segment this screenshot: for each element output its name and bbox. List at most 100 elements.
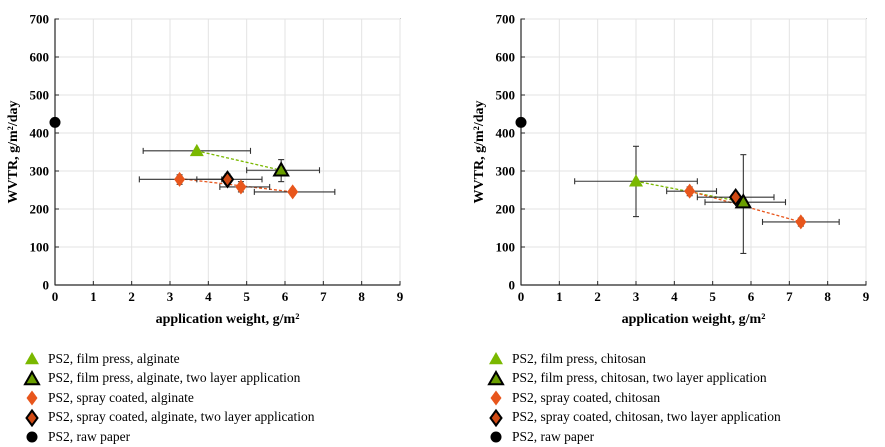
x-tick-label: 3 [167,289,174,304]
x-tick-label: 8 [824,289,831,304]
x-tick-label: 0 [518,289,525,304]
x-tick-label: 7 [786,289,793,304]
x-tick-label: 2 [128,289,135,304]
y-tick-label: 100 [496,240,516,255]
legend-label: PS2, film press, chitosan [512,350,646,366]
data-point [272,161,290,177]
x-tick-label: 4 [205,289,212,304]
legend-marker-icon [25,408,39,427]
legend-label: PS2, film press, alginate, two layer app… [48,370,301,386]
legend-item: PS2, raw paper [22,427,315,447]
legend-label: PS2, raw paper [512,428,595,444]
y-axis-label: WVTR, g/m²/day [472,101,487,204]
plot-area [520,18,867,286]
data-point [174,171,186,187]
legend-marker [487,369,505,385]
legend-item: PS2, raw paper [486,427,781,447]
legend-marker [26,431,38,443]
legend-item: PS2, spray coated, chitosan [486,388,781,408]
trendline [635,180,744,203]
x-tick-label: 0 [52,289,59,304]
legend-marker [489,352,503,365]
legend-marker [489,408,503,427]
y-tick-label: 500 [496,88,516,103]
legend-marker [490,390,502,406]
legend-right: PS2, film press, chitosan PS2, film press… [486,349,781,447]
y-tick-label: 300 [30,164,50,179]
x-tick-label: 2 [594,289,601,304]
y-tick-label: 100 [30,240,50,255]
y-tick-label: 700 [30,12,50,27]
legend-label: PS2, film press, chitosan, two layer app… [512,370,767,386]
y-tick-label: 0 [43,278,50,293]
legend-item: PS2, spray coated, alginate, two layer a… [22,408,315,428]
x-tick-label: 5 [243,289,250,304]
y-tick-label: 700 [496,12,516,27]
y-tick-label: 200 [30,202,50,217]
x-tick-label: 5 [709,289,716,304]
data-point [728,188,743,207]
legend-item: PS2, film press, alginate, two layer app… [22,369,315,389]
data-point [220,170,235,189]
legend-marker [26,390,38,406]
y-tick-label: 300 [496,164,516,179]
data-point [684,183,696,199]
data-point [734,193,753,209]
x-tick-label: 1 [90,289,97,304]
legend-marker-icon [490,431,502,443]
legend-marker-icon [489,352,503,365]
legend-marker-icon [25,352,39,365]
x-tick-label: 7 [320,289,327,304]
data-point [235,179,247,195]
y-tick-label: 500 [30,88,50,103]
y-tick-label: 600 [496,50,516,65]
legend-marker-icon [489,408,503,427]
chart-left: 0 1 2 3 4 5 6 7 8 9 0 100 200 300 400 500 600 700 applicat… [6,12,404,328]
x-tick-label: 9 [397,289,404,304]
y-tick-label: 400 [30,126,50,141]
x-tick-label: 6 [282,289,289,304]
legend-marker-icon [23,369,41,385]
y-tick-label: 0 [509,278,516,293]
legend-marker [25,352,39,365]
chart-right: 0 1 2 3 4 5 6 7 8 9 0 100 200 300 400 500 600 700 applicat… [472,12,870,328]
legend-item: PS2, spray coated, alginate [22,388,315,408]
trendline [196,150,282,171]
legend-marker-icon [487,369,505,385]
x-tick-label: 9 [863,289,870,304]
legend-marker-icon [26,431,38,443]
data-point [795,214,807,230]
x-tick-label: 3 [633,289,640,304]
x-tick-label: 6 [748,289,755,304]
x-tick-label: 8 [358,289,365,304]
legend-label: PS2, film press, alginate [48,350,180,366]
data-point [49,116,61,128]
legend-label: PS2, spray coated, chitosan [512,389,661,405]
y-tick-label: 400 [496,126,516,141]
legend-marker [23,369,41,385]
data-point [189,143,204,157]
x-axis-label: application weight, g/m² [622,312,766,327]
legend-item: PS2, film press, chitosan [486,349,781,369]
legend-marker-icon [490,390,502,406]
legend-item: PS2, film press, alginate [22,349,315,369]
legend-item: PS2, spray coated, chitosan, two layer a… [486,408,781,428]
y-axis-label: WVTR, g/m²/day [6,101,21,204]
data-point [629,174,643,187]
legend-marker-icon [26,390,38,406]
legend-item: PS2, film press, chitosan, two layer app… [486,369,781,389]
legend-label: PS2, spray coated, chitosan, two layer a… [512,409,781,425]
y-tick-label: 600 [30,50,50,65]
legend-marker [25,408,39,427]
x-axis-label: application weight, g/m² [156,312,300,327]
legend-left: PS2, film press, alginate PS2, film press… [22,349,315,447]
legend-marker [490,431,502,443]
data-point [287,184,299,200]
plot-area [54,18,401,286]
trendline [179,177,293,193]
legend-label: PS2, spray coated, alginate, two layer a… [48,409,315,425]
legend-label: PS2, spray coated, alginate [48,389,194,405]
legend-label: PS2, raw paper [48,428,131,444]
data-point [515,116,527,128]
